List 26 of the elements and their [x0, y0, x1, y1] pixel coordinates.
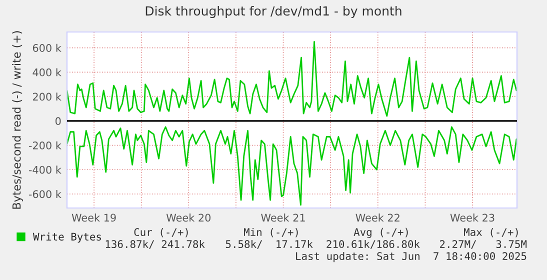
- text: 136.87k/ 241.78k: [106, 240, 205, 249]
- text: Max (-/+): [464, 228, 518, 238]
- y-tick-label: -600 k: [28, 190, 62, 198]
- line-series: [67, 126, 517, 206]
- text: 2.27M/ 3.75M: [440, 240, 527, 249]
- y-tick-label: -200 k: [28, 141, 62, 150]
- text: Cur (-/+): [134, 228, 188, 238]
- text: Last update: Sat Jun 7 18:40:00 2025: [296, 252, 526, 262]
- y-tick-label: 600 k: [32, 44, 62, 52]
- y-tick-label: -400 k: [28, 166, 62, 174]
- x-tick-label: Week 20: [166, 214, 211, 222]
- y-axis-title: Bytes/second read (-) / write (+): [12, 31, 23, 209]
- x-tick-label: Week 21: [261, 214, 305, 222]
- x-tick-label: Week 19: [72, 214, 116, 222]
- legend-label: Write Bytes: [33, 232, 101, 243]
- y-tick-label: 0: [56, 117, 61, 126]
- x-tick-label: Week 22: [356, 214, 400, 222]
- text: 5.58k/ 17.17k: [226, 240, 313, 249]
- text: Avg (-/+): [354, 228, 408, 238]
- y-tick-label: 200 k: [32, 92, 62, 101]
- chart-title: Disk throughput for /dev/md1 - by month: [146, 6, 402, 18]
- y-tick-label: 400 k: [32, 68, 62, 76]
- text: 210.61k/186.80k: [326, 240, 420, 249]
- text: Min (-/+): [244, 228, 298, 238]
- line-series: [67, 41, 517, 117]
- x-tick-label: Week 23: [450, 214, 494, 222]
